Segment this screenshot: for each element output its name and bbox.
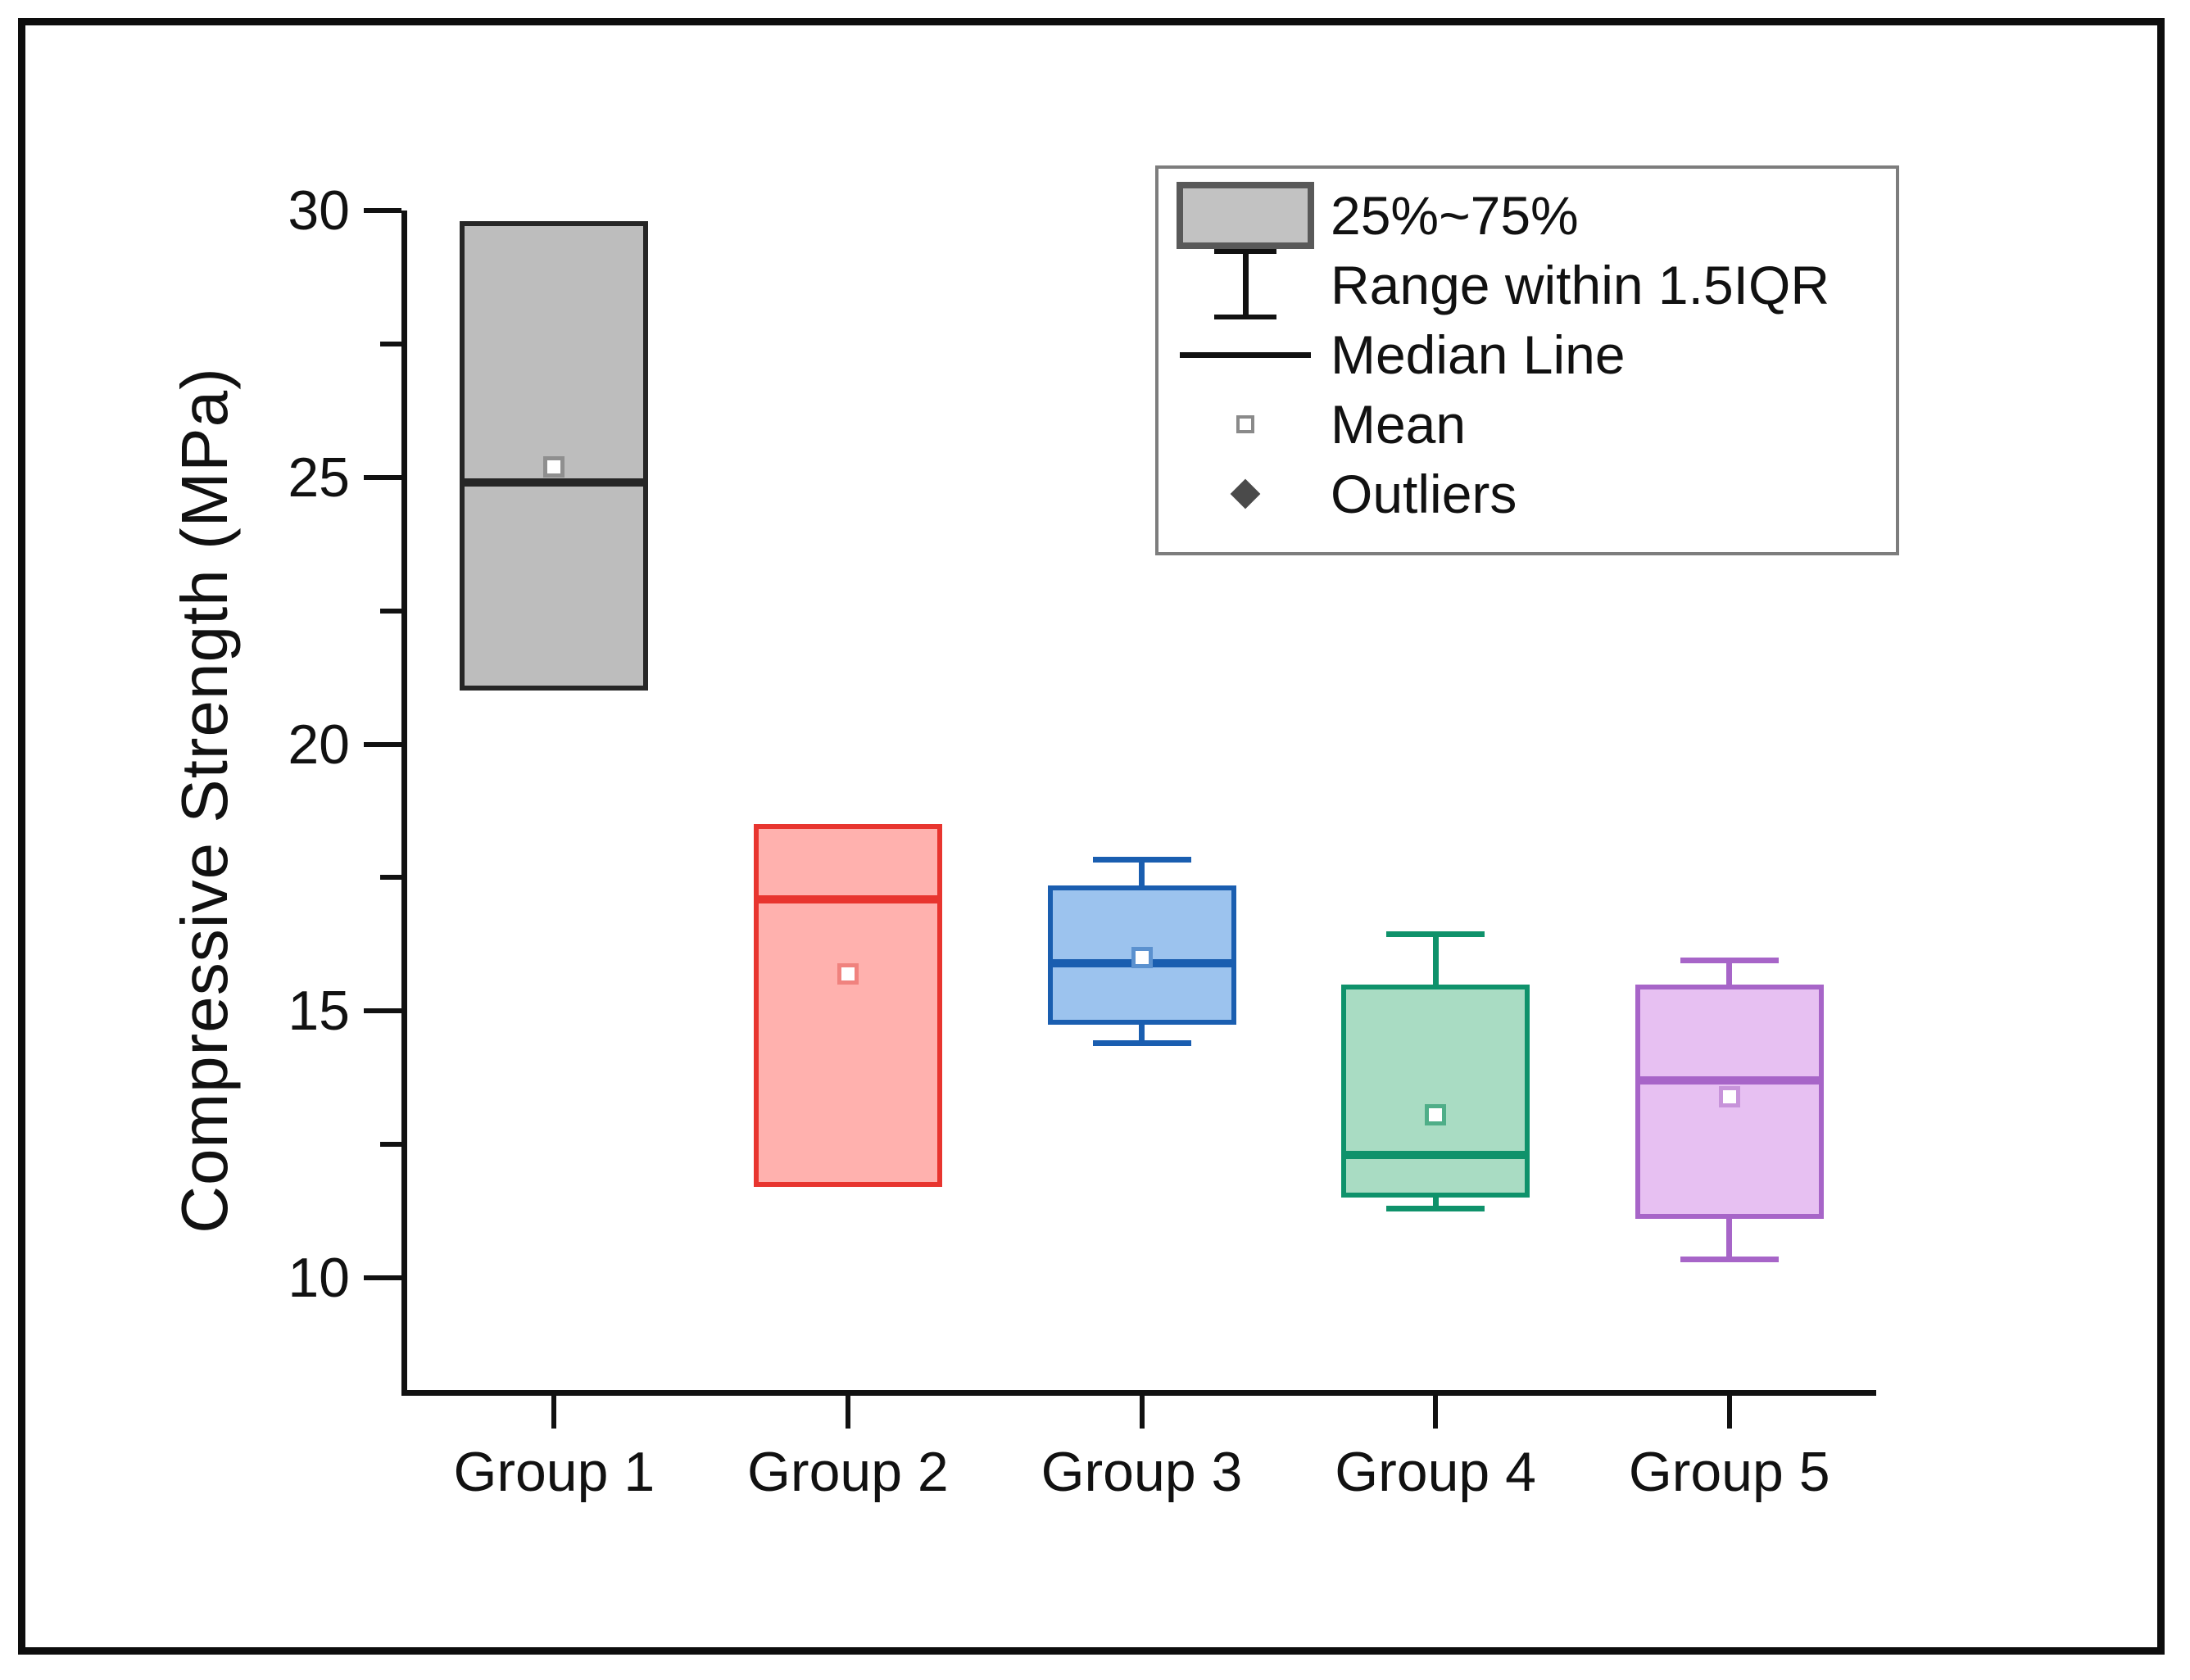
whisker-cap-top [1386, 931, 1485, 937]
whisker-cap-bottom [1680, 1257, 1779, 1263]
y-tick-label: 15 [288, 980, 350, 1043]
median-line [1635, 1076, 1824, 1085]
y-axis-line [401, 211, 407, 1396]
y-axis-title: Compressive Strength (MPa) [168, 367, 241, 1234]
mean-marker [1131, 947, 1153, 969]
y-tick-label: 10 [288, 1247, 350, 1310]
y-major-tick [364, 741, 401, 747]
box-group-1 [460, 221, 649, 691]
mean-marker [1718, 1085, 1740, 1107]
legend-error-bar-icon [1243, 251, 1249, 317]
x-tick [845, 1396, 850, 1429]
y-tick-label: 30 [288, 179, 350, 242]
y-major-tick [364, 474, 401, 480]
y-major-tick [364, 1008, 401, 1014]
mean-marker [543, 455, 565, 478]
legend-error-bar-cap-top-icon [1214, 249, 1276, 254]
y-minor-tick [380, 875, 401, 881]
whisker-cap-bottom [1386, 1206, 1485, 1212]
legend-label-iqr: 25%~75% [1331, 185, 1579, 246]
x-tick-label: Group 1 [453, 1441, 655, 1503]
median-line [753, 894, 942, 903]
legend-label-mean: Mean [1331, 394, 1467, 455]
x-tick [1726, 1396, 1732, 1429]
y-minor-tick [380, 608, 401, 614]
y-minor-tick [380, 341, 401, 346]
x-tick [551, 1396, 557, 1429]
legend-label-range: Range within 1.5IQR [1331, 255, 1830, 315]
x-tick-label: Group 3 [1041, 1441, 1243, 1503]
legend-label-outliers: Outliers [1331, 464, 1517, 524]
legend-median-line-icon [1180, 352, 1311, 358]
y-tick-label: 25 [288, 446, 350, 509]
y-tick-label: 20 [288, 713, 350, 776]
mean-marker [837, 962, 859, 985]
legend-iqr-box-swatch [1177, 182, 1314, 249]
whisker-cap-bottom [1092, 1040, 1191, 1047]
whisker-cap-top [1092, 856, 1191, 863]
y-major-tick [364, 1275, 401, 1281]
x-axis-line [401, 1390, 1876, 1396]
legend-box: 25%~75% Range within 1.5IQR Median Line … [1155, 165, 1899, 555]
median-line [460, 478, 649, 487]
x-tick-label: Group 4 [1335, 1441, 1536, 1503]
box-group-5 [1635, 984, 1824, 1220]
box-group-4 [1341, 984, 1530, 1198]
median-line [1341, 1151, 1530, 1160]
legend-error-bar-cap-bottom-icon [1214, 315, 1276, 319]
x-tick [1433, 1396, 1439, 1429]
whisker-cap-top [1680, 958, 1779, 964]
box-group-2 [753, 824, 942, 1188]
y-major-tick [364, 208, 401, 213]
legend-outlier-diamond-icon [1230, 478, 1261, 509]
legend-mean-square-icon [1236, 415, 1254, 433]
legend-label-median: Median Line [1331, 324, 1625, 385]
y-minor-tick [380, 1142, 401, 1148]
x-tick-label: Group 2 [747, 1441, 949, 1503]
x-tick-label: Group 5 [1628, 1441, 1830, 1503]
x-tick [1139, 1396, 1145, 1429]
mean-marker [1425, 1104, 1447, 1126]
